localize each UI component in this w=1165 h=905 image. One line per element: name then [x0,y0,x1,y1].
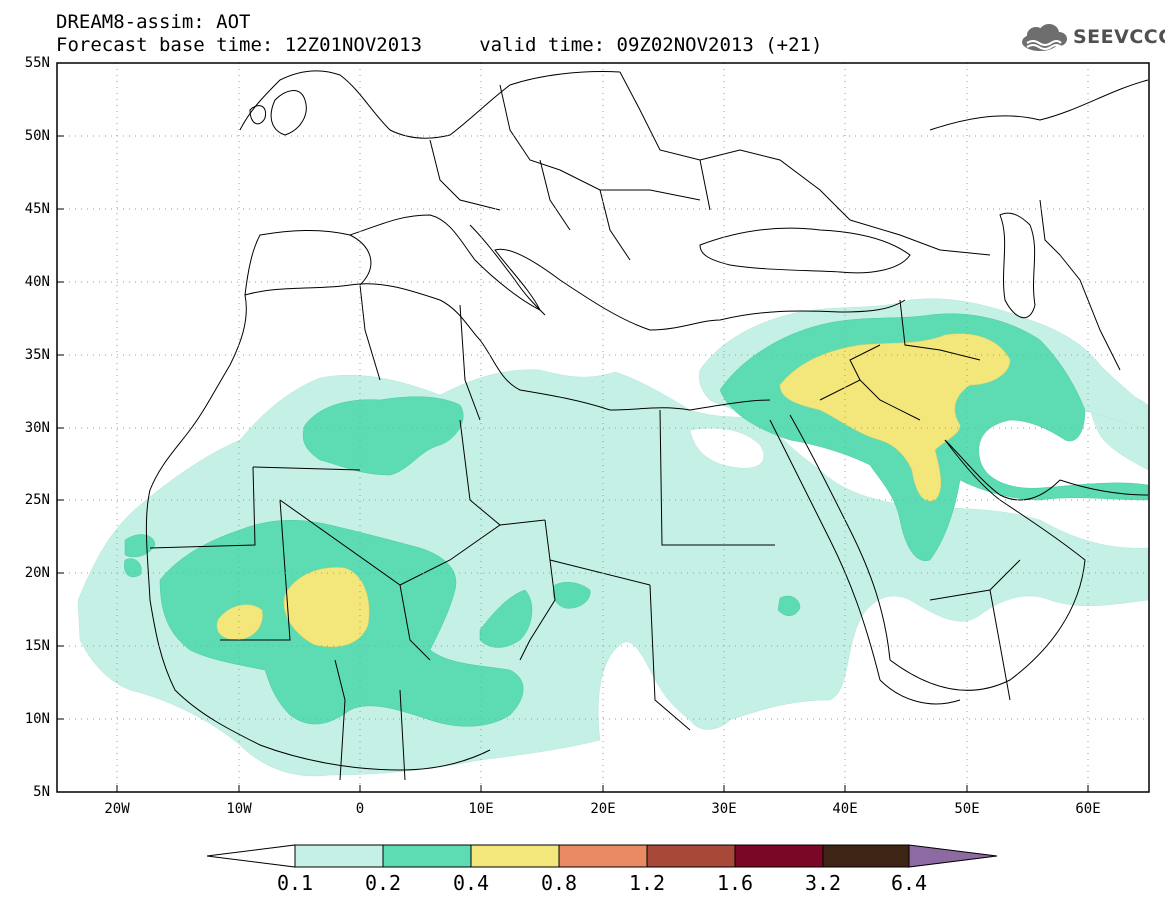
forecast-times: Forecast base time: 12Z01NOV2013 valid t… [56,34,823,56]
cloud-icon [1022,24,1067,51]
colorbar-label: 1.6 [716,871,754,895]
lon-label: 20E [590,801,616,817]
lon-label: 0 [355,801,365,817]
colorbar-label: 1.2 [628,871,666,895]
lat-label: 35N [24,347,50,363]
lon-label: 30E [711,801,737,817]
colorbar-label: 3.2 [804,871,842,895]
colorbar-swatch-5 [646,844,736,868]
colorbar-swatch-2 [382,844,472,868]
lon-label: 40E [832,801,858,817]
lon-label: 60E [1075,801,1101,817]
aot-high-contour [216,333,1011,648]
colorbar-swatch-1 [294,844,384,868]
lon-label: 20W [104,801,130,817]
lat-label: 45N [24,201,50,217]
lon-label: 10E [468,801,494,817]
colorbar-label: 0.8 [540,871,578,895]
colorbar-swatch-below [206,844,296,868]
colorbar-swatch-7 [822,844,910,868]
lat-label: 50N [24,128,50,144]
colorbar-swatch-3 [470,844,560,868]
lat-label: 25N [24,492,50,508]
lon-label: 10W [226,801,252,817]
colorbar-label: 6.4 [890,871,928,895]
seevccc-logo-text: SEEVCCC [1073,26,1165,48]
lon-label: 50E [954,801,980,817]
colorbar [206,844,998,868]
lat-label: 55N [24,55,50,71]
lat-label: 30N [24,420,50,436]
lat-label: 20N [24,565,50,581]
colorbar-label: 0.2 [364,871,402,895]
colorbar-swatch-above [908,844,998,868]
lat-label: 10N [24,711,50,727]
coastlines-borders [145,70,1149,781]
map-title: DREAM8-assim: AOT [56,11,251,33]
axis-ticks [57,62,1089,792]
colorbar-swatch-6 [734,844,824,868]
graticule [57,63,1149,792]
colorbar-label: 0.1 [276,871,314,895]
lat-label: 40N [24,274,50,290]
lat-label: 5N [33,784,50,800]
colorbar-label: 0.4 [452,871,490,895]
aot-field [77,298,1149,777]
lat-label: 15N [24,638,50,654]
colorbar-swatch-4 [558,844,648,868]
